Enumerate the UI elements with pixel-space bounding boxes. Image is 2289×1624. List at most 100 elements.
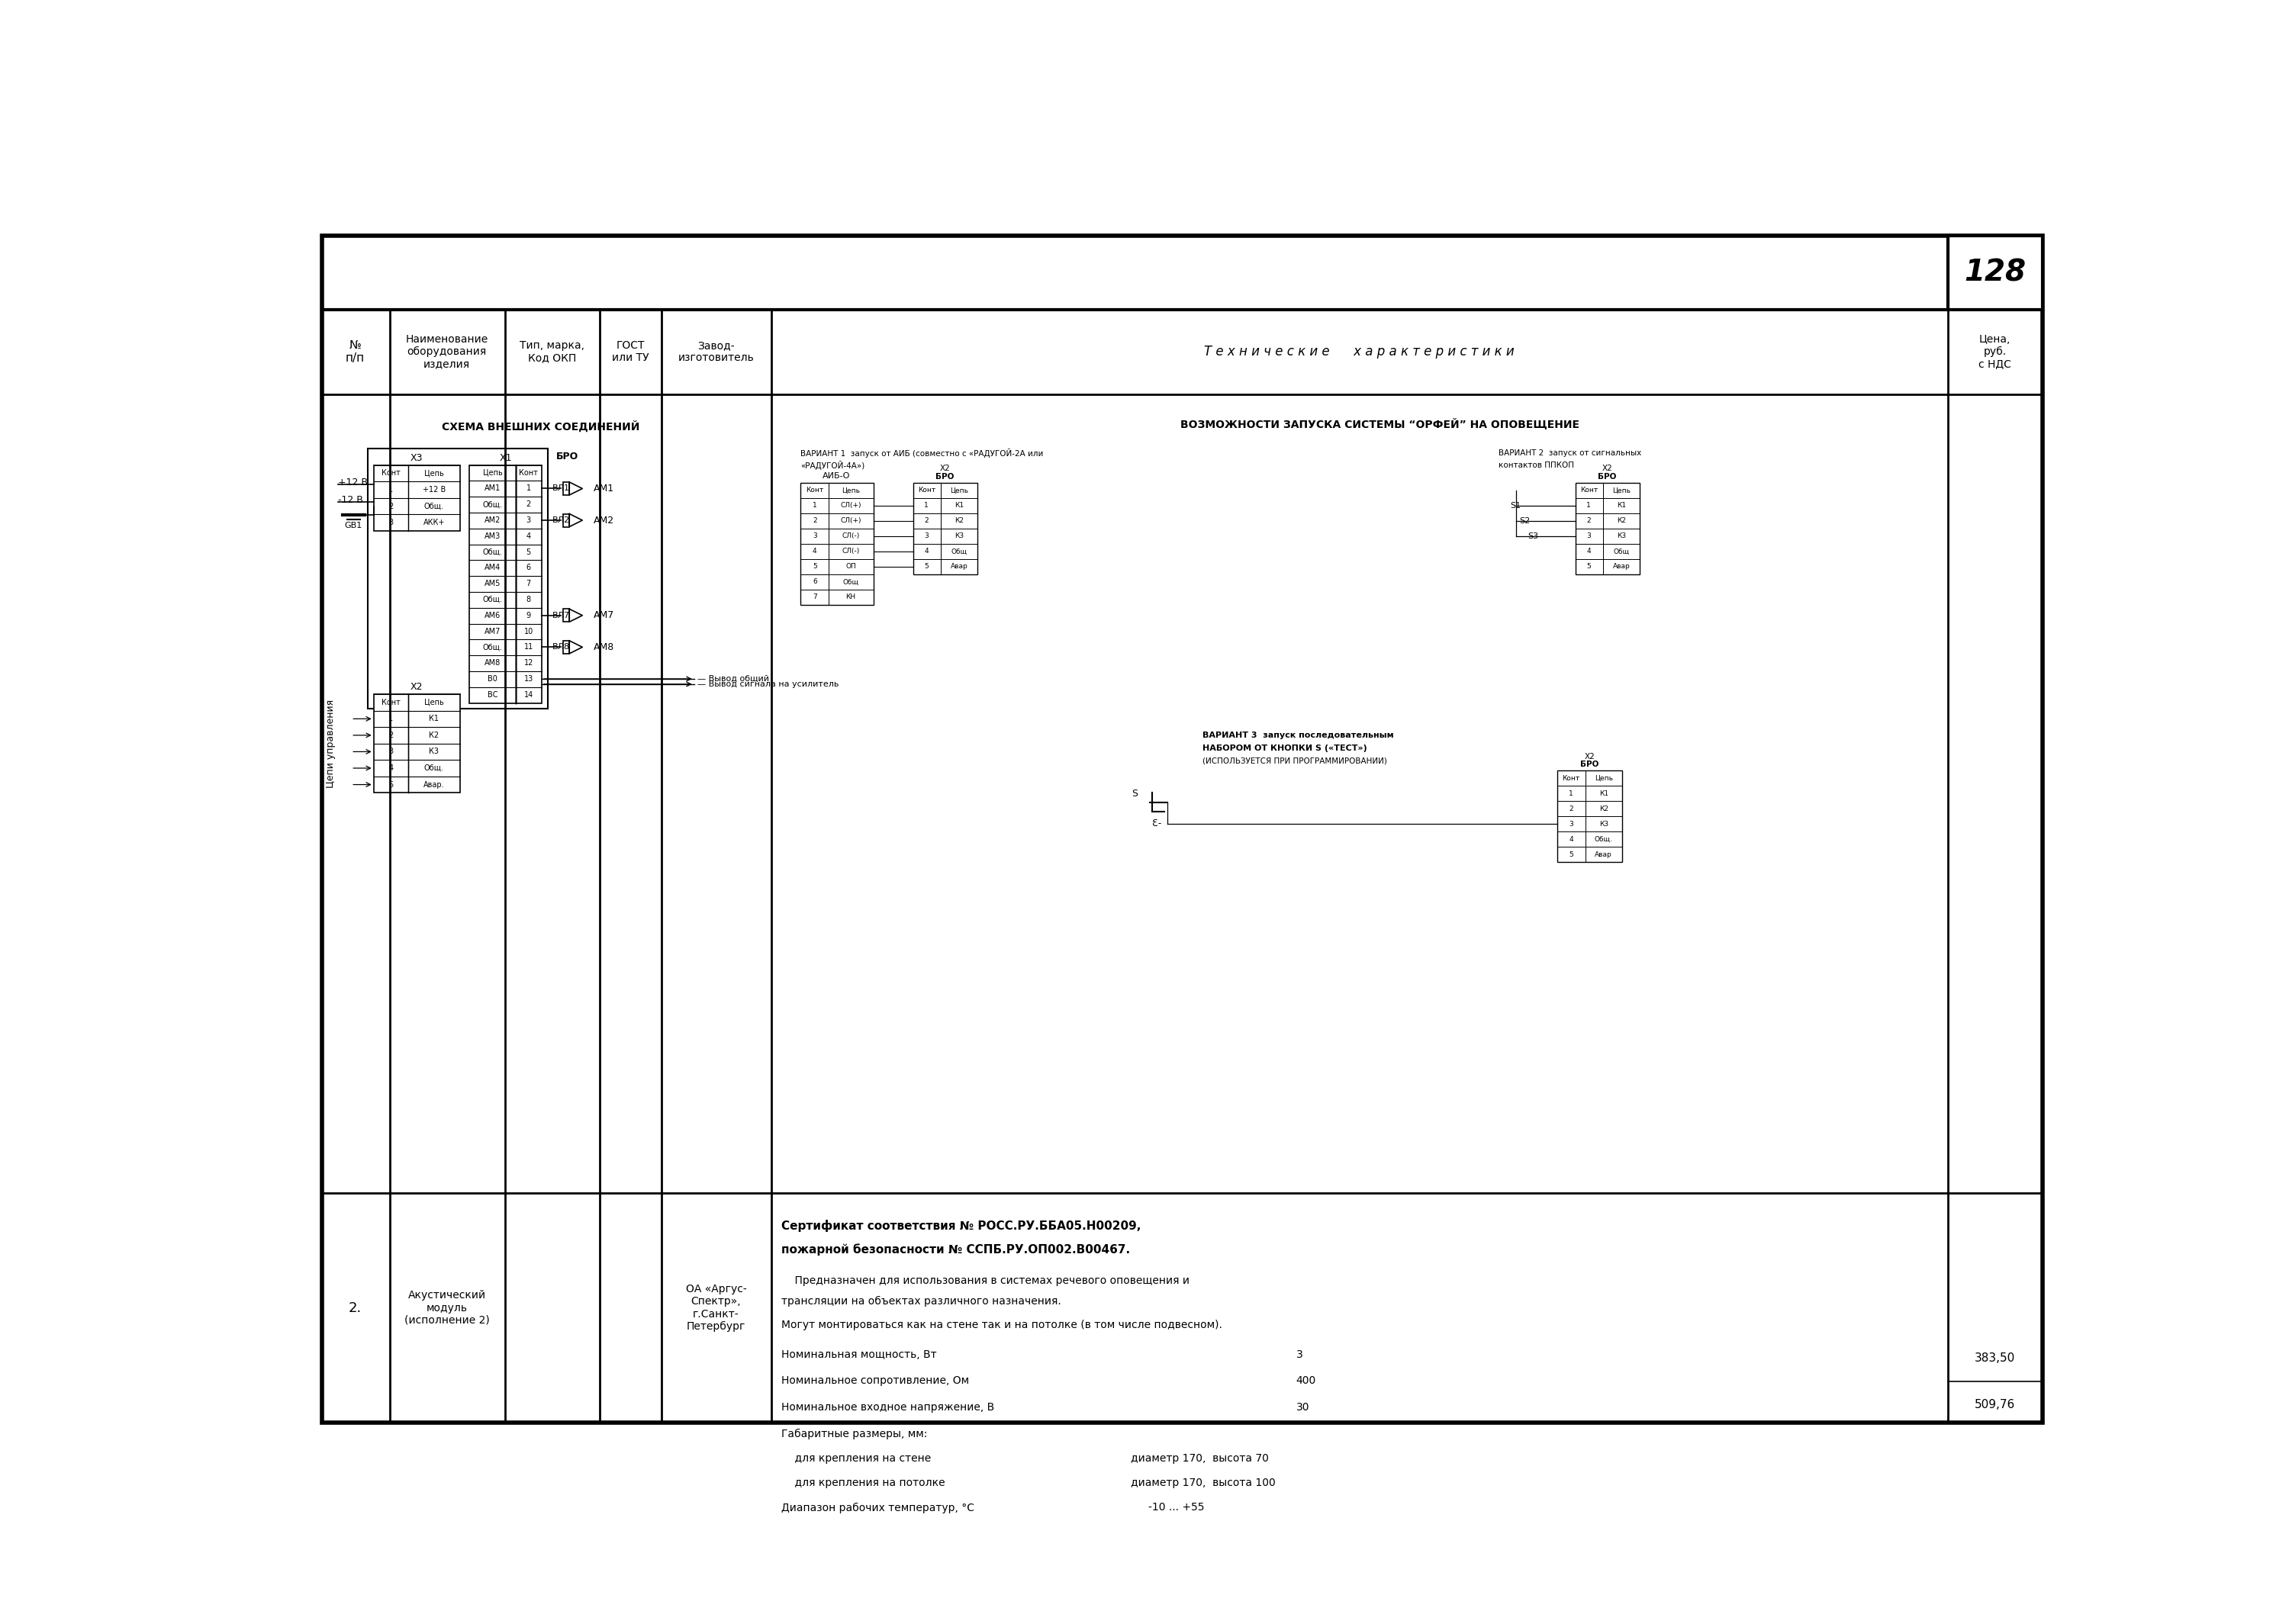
Text: АКК+: АКК+ (423, 518, 444, 526)
Text: НАБОРОМ ОТ КНОПКИ S («ТЕСТ»): НАБОРОМ ОТ КНОПКИ S («ТЕСТ») (1202, 744, 1367, 752)
Text: 2: 2 (389, 502, 394, 510)
Text: ВАРИАНТ 3  запуск последовательным: ВАРИАНТ 3 запуск последовательным (1202, 731, 1394, 739)
Text: ВЛ7: ВЛ7 (552, 612, 570, 619)
Text: К1: К1 (1600, 789, 1609, 797)
Text: Общ.: Общ. (423, 765, 444, 771)
Text: Авар: Авар (1614, 564, 1630, 570)
Bar (563, 641, 570, 653)
Text: 11: 11 (524, 643, 533, 651)
Bar (369, 448, 547, 708)
Text: АМ8: АМ8 (485, 659, 501, 667)
Text: Номинальная мощность, Вт: Номинальная мощность, Вт (781, 1350, 936, 1359)
Text: 4: 4 (925, 547, 929, 555)
Text: (ИСПОЛЬЗУЕТСЯ ПРИ ПРОГРАММИРОВАНИИ): (ИСПОЛЬЗУЕТСЯ ПРИ ПРОГРАММИРОВАНИИ) (1202, 757, 1387, 765)
Text: 2: 2 (389, 731, 394, 739)
Text: Общ.: Общ. (483, 500, 501, 508)
Text: диаметр 170,  высота 100: диаметр 170, высота 100 (1131, 1478, 1275, 1488)
Text: АМ6: АМ6 (485, 612, 501, 619)
Text: №
п/п: № п/п (346, 339, 364, 364)
Text: Т е х н и ч е с к и е      х а р а к т е р и с т и к и: Т е х н и ч е с к и е х а р а к т е р и … (1204, 344, 1515, 359)
Text: X2: X2 (938, 464, 950, 473)
Bar (1948, 235, 2042, 310)
Text: К3: К3 (428, 749, 439, 755)
Text: БРО: БРО (1579, 760, 1598, 768)
Text: S: S (1131, 789, 1138, 799)
Text: К3: К3 (1616, 533, 1625, 539)
Text: ВАРИАНТ 2  запуск от сигнальных: ВАРИАНТ 2 запуск от сигнальных (1499, 450, 1641, 456)
Text: 14: 14 (524, 690, 533, 698)
Text: 5: 5 (389, 781, 394, 788)
Text: Авар: Авар (950, 564, 968, 570)
Text: Общ.: Общ. (483, 643, 501, 651)
Text: ВЛ1: ВЛ1 (552, 484, 570, 492)
Text: 3: 3 (1296, 1350, 1302, 1359)
Text: 13: 13 (524, 676, 533, 682)
Text: 5: 5 (813, 564, 817, 570)
Text: 10: 10 (524, 627, 533, 635)
Text: 5: 5 (925, 564, 929, 570)
Text: 6: 6 (813, 578, 817, 585)
Text: Номинальное входное напряжение, В: Номинальное входное напряжение, В (781, 1402, 996, 1413)
Text: 1: 1 (925, 502, 929, 508)
Text: 128: 128 (1964, 258, 2026, 287)
Text: GB1: GB1 (343, 521, 362, 529)
Text: Цепь: Цепь (1611, 487, 1630, 494)
Text: 6: 6 (526, 564, 531, 572)
Text: X2: X2 (1602, 464, 1611, 473)
Text: В0: В0 (488, 676, 497, 682)
Text: К2: К2 (1600, 806, 1609, 812)
Text: СХЕМА ВНЕШНИХ СОЕДИНЕНИЙ: СХЕМА ВНЕШНИХ СОЕДИНЕНИЙ (442, 421, 639, 432)
Text: Общ.: Общ. (483, 596, 501, 604)
Text: 2: 2 (813, 518, 817, 525)
Text: трансляции на объектах различного назначения.: трансляции на объектах различного назнач… (781, 1296, 1062, 1307)
Text: 2: 2 (526, 500, 531, 508)
Text: БРО: БРО (556, 451, 579, 461)
Text: 1: 1 (389, 715, 394, 723)
Text: S2: S2 (1520, 516, 1529, 525)
Text: Цепь: Цепь (423, 469, 444, 477)
Text: 5: 5 (1568, 851, 1573, 857)
Text: контактов ППКОП: контактов ППКОП (1499, 461, 1575, 469)
Bar (563, 609, 570, 622)
Text: КН: КН (847, 594, 856, 601)
Text: 9: 9 (526, 612, 531, 619)
Text: 30: 30 (1296, 1402, 1309, 1413)
Text: АМ3: АМ3 (485, 533, 501, 539)
Text: Общ: Общ (950, 547, 966, 555)
Text: 5: 5 (526, 549, 531, 555)
Text: 2: 2 (1568, 806, 1573, 812)
Text: 1: 1 (1586, 502, 1591, 508)
Text: ВЛ8: ВЛ8 (552, 643, 570, 651)
Text: Цепь: Цепь (423, 698, 444, 706)
Text: СЛ(-): СЛ(-) (842, 547, 861, 555)
Text: Ɛ-: Ɛ- (1151, 818, 1163, 828)
Text: 7: 7 (813, 594, 817, 601)
Text: АИБ-О: АИБ-О (822, 473, 852, 479)
Text: АМ1: АМ1 (485, 484, 501, 492)
Text: 4: 4 (1586, 547, 1591, 555)
Text: Могут монтироваться как на стене так и на потолке (в том числе подвесном).: Могут монтироваться как на стене так и н… (781, 1320, 1222, 1330)
Text: Общ.: Общ. (1595, 836, 1614, 843)
Text: БРО: БРО (936, 473, 955, 481)
Text: 2: 2 (925, 518, 929, 525)
Text: АМ2: АМ2 (485, 516, 501, 525)
Text: Конт: Конт (918, 487, 936, 494)
Text: 3: 3 (1568, 820, 1573, 827)
Bar (373, 464, 460, 531)
Text: БРО: БРО (1598, 473, 1616, 481)
Text: 509,76: 509,76 (1975, 1400, 2014, 1411)
Text: Х3: Х3 (410, 453, 423, 463)
Text: СЛ(+): СЛ(+) (840, 502, 861, 508)
Text: К2: К2 (955, 518, 964, 525)
Text: «РАДУГОЙ-4А»): «РАДУГОЙ-4А») (801, 461, 865, 469)
Text: 3: 3 (389, 518, 394, 526)
Bar (469, 464, 542, 703)
Bar (563, 513, 570, 526)
Text: Цепь: Цепь (950, 487, 968, 494)
Text: Цепь: Цепь (1595, 775, 1614, 781)
Text: Конт: Конт (382, 698, 401, 706)
Bar (913, 482, 977, 575)
Text: для крепления на стене: для крепления на стене (781, 1453, 932, 1463)
Text: 5: 5 (1586, 564, 1591, 570)
Text: АМ5: АМ5 (485, 580, 501, 588)
